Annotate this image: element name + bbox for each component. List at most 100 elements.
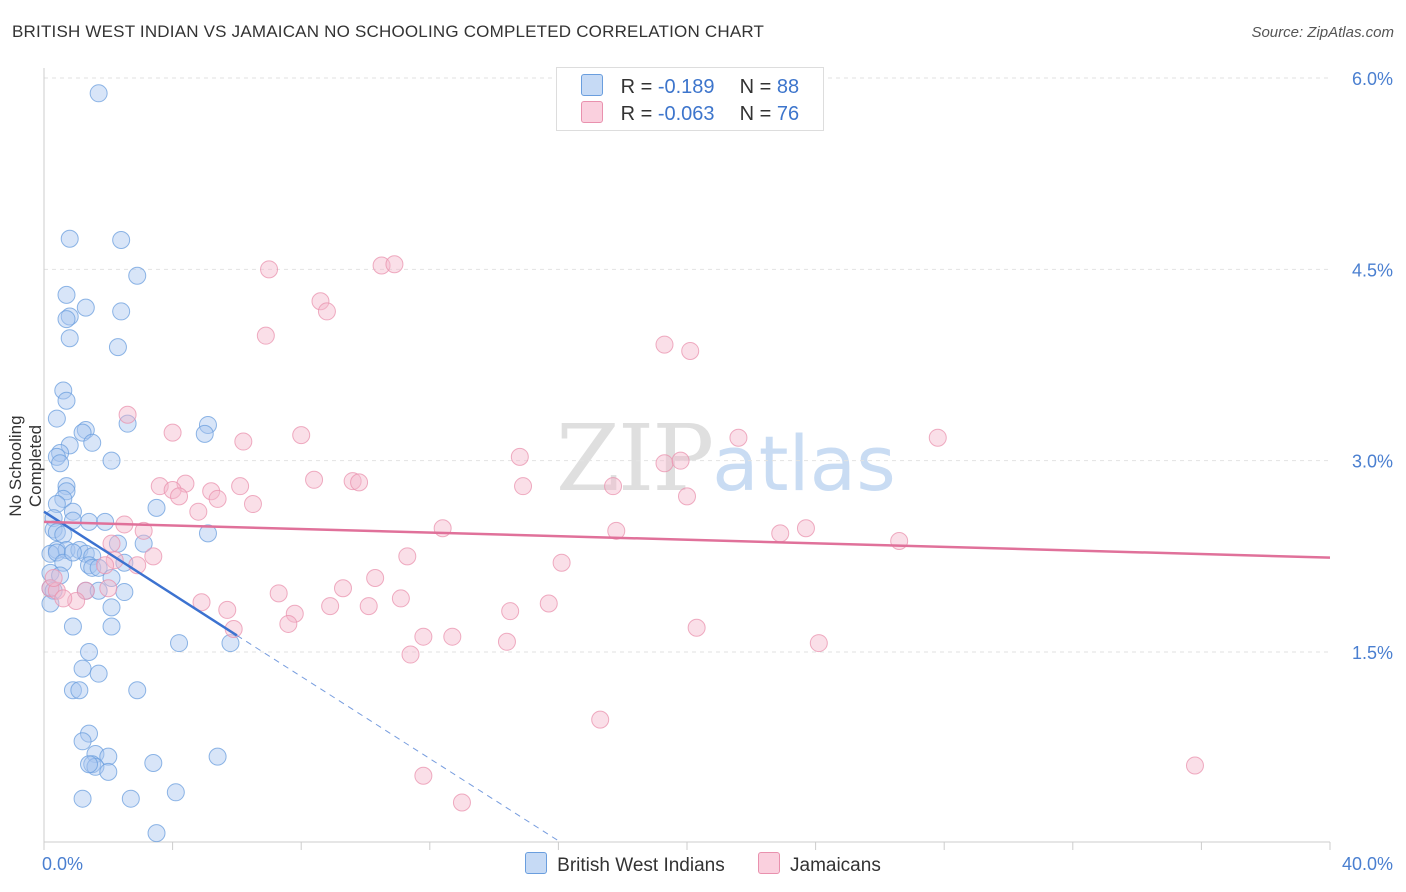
pink-swatch bbox=[758, 852, 780, 874]
bwi-point bbox=[83, 433, 102, 452]
bwi-point bbox=[63, 617, 82, 636]
jamaican-point bbox=[678, 487, 696, 506]
jamaican-point bbox=[372, 256, 391, 275]
bwi-point bbox=[102, 617, 121, 636]
watermark: ZIPatlas bbox=[556, 405, 896, 512]
jamaican-point bbox=[144, 547, 163, 566]
bwi-trend-extension bbox=[236, 634, 559, 842]
y-tick-label: 4.5% bbox=[1352, 260, 1393, 280]
jamaican-point bbox=[260, 260, 279, 279]
bwi-point bbox=[54, 381, 73, 400]
legend-item-british-west-indians[interactable]: British West Indians bbox=[525, 852, 725, 877]
bwi-point bbox=[121, 789, 140, 808]
y-tick-label: 6.0% bbox=[1352, 69, 1393, 89]
bwi-point bbox=[80, 755, 99, 774]
jamaican-point bbox=[655, 454, 674, 473]
blue-swatch bbox=[581, 74, 603, 96]
bwi-point bbox=[144, 753, 163, 772]
jamaican-point bbox=[809, 634, 828, 653]
jamaican-point bbox=[414, 766, 433, 785]
bwi-point bbox=[80, 643, 99, 661]
jamaican-point bbox=[96, 556, 115, 575]
r-value: -0.189 bbox=[657, 76, 715, 98]
jamaican-point bbox=[163, 423, 182, 442]
jamaican-point bbox=[118, 405, 137, 424]
jamaican-point bbox=[311, 292, 330, 311]
jamaican-point bbox=[539, 594, 558, 613]
jamaican-point bbox=[317, 302, 336, 321]
bwi-point bbox=[195, 424, 214, 443]
n-value: 88 bbox=[776, 76, 800, 98]
jamaican-point bbox=[218, 600, 237, 619]
blue-swatch bbox=[525, 852, 548, 874]
jamaican-point bbox=[552, 553, 571, 572]
bwi-point bbox=[60, 229, 79, 248]
jamaican-point bbox=[256, 326, 275, 345]
jamaican-point bbox=[385, 255, 404, 274]
jamaican-point bbox=[333, 579, 352, 598]
jamaican-point bbox=[1185, 756, 1204, 775]
n-label: N = bbox=[739, 76, 777, 98]
jamaican-point bbox=[401, 645, 420, 664]
bwi-point bbox=[221, 634, 240, 653]
jamaican-point bbox=[928, 428, 947, 447]
bwi-point bbox=[47, 409, 66, 428]
jamaican-point bbox=[681, 341, 700, 360]
bwi-point bbox=[60, 329, 79, 348]
jamaican-point bbox=[343, 472, 362, 491]
watermark-zip: ZIP bbox=[556, 405, 714, 512]
y-axis-label: No Schooling Completed bbox=[6, 415, 45, 517]
jamaican-point bbox=[391, 589, 410, 608]
jamaican-point bbox=[510, 447, 529, 466]
jamaican-point bbox=[671, 451, 690, 470]
watermark-atlas: atlas bbox=[712, 419, 896, 508]
legend-label: British West Indians bbox=[557, 855, 725, 876]
jamaican-point bbox=[134, 521, 153, 540]
series-legend: British West Indians Jamaicans bbox=[0, 852, 1406, 877]
jamaican-point bbox=[501, 602, 520, 621]
bwi-point bbox=[51, 454, 70, 473]
bwi-point bbox=[76, 298, 95, 317]
bwi-point bbox=[128, 681, 147, 700]
bwi-point bbox=[128, 266, 147, 285]
bwi-point bbox=[99, 747, 118, 766]
jamaican-point bbox=[292, 426, 311, 445]
bwi-point bbox=[73, 732, 92, 751]
jamaican-point bbox=[44, 569, 63, 588]
bwi-point bbox=[63, 681, 82, 700]
jamaican-point bbox=[414, 627, 433, 646]
bwi-point bbox=[60, 436, 79, 455]
bwi-point bbox=[166, 783, 185, 802]
n-value: 76 bbox=[776, 103, 800, 125]
jamaican-point bbox=[771, 524, 790, 543]
legend-item-jamaicans[interactable]: Jamaicans bbox=[758, 852, 881, 877]
jamaican-point bbox=[398, 547, 417, 566]
jamaican-point bbox=[170, 487, 189, 506]
bwi-trend-line bbox=[43, 510, 238, 637]
legend-row-jamaicans: R = -0.063 N = 76 bbox=[581, 101, 799, 127]
r-label: R = bbox=[620, 76, 658, 98]
bwi-point bbox=[108, 338, 127, 357]
bwi-point bbox=[208, 747, 227, 766]
bwi-point bbox=[198, 524, 217, 543]
jamaican-point bbox=[443, 627, 462, 646]
bwi-point bbox=[70, 681, 89, 700]
bwi-point bbox=[57, 310, 76, 329]
bwi-point bbox=[170, 634, 189, 653]
bwi-point bbox=[47, 495, 66, 514]
jamaican-point bbox=[189, 502, 208, 521]
jamaican-point bbox=[607, 521, 626, 540]
bwi-point bbox=[102, 451, 121, 470]
jamaican-point bbox=[497, 632, 516, 651]
jamaican-point bbox=[285, 604, 304, 623]
bwi-point bbox=[147, 824, 166, 843]
y-tick-label: 3.0% bbox=[1352, 452, 1393, 472]
jamaican-point bbox=[192, 593, 211, 612]
r-label: R = bbox=[620, 103, 658, 125]
bwi-point bbox=[57, 285, 76, 304]
bwi-point bbox=[63, 543, 82, 562]
jamaican-point bbox=[99, 579, 118, 598]
r-value: -0.063 bbox=[657, 103, 715, 125]
bwi-point bbox=[134, 534, 153, 553]
pink-swatch bbox=[581, 101, 603, 123]
